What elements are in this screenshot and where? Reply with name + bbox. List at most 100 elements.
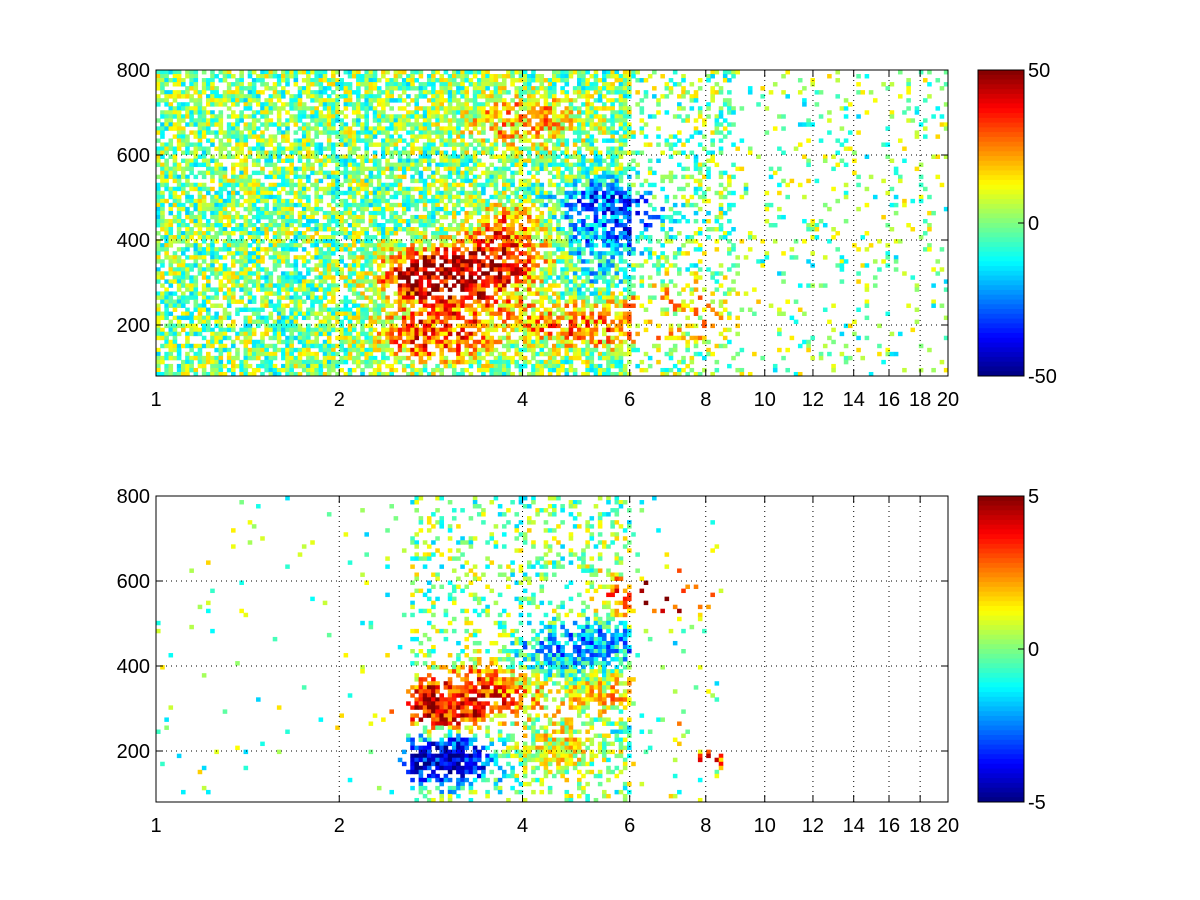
- heat-cell: [318, 166, 324, 172]
- heat-cell: [351, 279, 357, 284]
- heat-cell: [176, 182, 182, 188]
- heat-cell: [526, 267, 532, 272]
- heat-cell: [156, 146, 161, 151]
- heat-cell: [322, 267, 328, 272]
- heat-cell: [210, 102, 215, 107]
- heat-cell: [443, 359, 449, 365]
- heat-cell: [501, 283, 507, 288]
- heat-cell: [410, 162, 415, 168]
- heat-cell: [506, 227, 511, 232]
- heat-cell: [522, 319, 528, 325]
- heat-cell: [185, 223, 190, 228]
- heat-cell: [306, 162, 311, 168]
- heat-cell: [501, 154, 507, 159]
- heat-cell: [214, 90, 219, 95]
- heat-cell: [285, 235, 290, 240]
- heat-cell: [260, 166, 265, 172]
- heat-cell: [189, 231, 194, 236]
- heat-cell: [518, 295, 524, 300]
- heat-cell: [197, 154, 203, 159]
- heat-cell: [356, 174, 361, 180]
- heat-cell: [243, 94, 249, 99]
- heat-cell: [435, 94, 440, 99]
- heat-cell: [297, 323, 303, 329]
- heat-cell: [310, 255, 315, 260]
- heat-cell: [435, 307, 440, 312]
- heat-cell: [456, 134, 461, 139]
- heat-cell: [531, 319, 536, 325]
- heat-cell: [235, 210, 240, 216]
- heat-cell: [322, 158, 328, 164]
- heat-cell: [518, 363, 524, 369]
- heat-cell: [206, 206, 211, 212]
- heat-cell: [372, 347, 378, 353]
- heat-cell: [414, 327, 420, 333]
- heat-cell: [501, 218, 507, 224]
- heat-cell: [518, 122, 524, 127]
- heat-cell: [314, 263, 319, 268]
- heat-cell: [197, 343, 203, 349]
- heat-cell: [306, 307, 311, 312]
- heat-cell: [518, 86, 524, 91]
- heat-cell: [276, 283, 282, 288]
- heat-cell: [501, 371, 507, 377]
- heat-cell: [418, 90, 424, 95]
- heat-cell: [389, 206, 394, 212]
- heat-cell: [168, 106, 174, 111]
- heat-cell: [210, 142, 215, 147]
- heat-cell: [160, 202, 165, 208]
- heat-cell: [218, 255, 224, 260]
- heat-cell: [472, 251, 478, 256]
- heat-cell: [268, 190, 274, 196]
- heat-cell: [239, 259, 244, 264]
- heat-cell: [410, 327, 415, 333]
- heat-cell: [326, 102, 332, 107]
- heat-cell: [189, 319, 194, 325]
- heat-cell: [301, 367, 307, 373]
- heat-cell: [456, 118, 461, 123]
- heat-cell: [172, 275, 178, 280]
- heat-cell: [368, 279, 374, 284]
- heat-cell: [197, 227, 203, 232]
- heat-cell: [460, 162, 465, 168]
- heat-cell: [347, 235, 353, 240]
- heat-cell: [389, 275, 394, 280]
- heat-cell: [256, 178, 261, 184]
- heat-cell: [514, 231, 520, 236]
- heat-cell: [464, 231, 470, 236]
- heat-cell: [314, 359, 319, 365]
- heat-cell: [360, 371, 365, 377]
- heat-cell: [451, 247, 457, 252]
- heat-cell: [235, 311, 240, 317]
- heat-cell: [351, 106, 357, 111]
- heat-cell: [510, 162, 515, 168]
- heat-cell: [189, 86, 194, 91]
- heat-cell: [414, 218, 420, 224]
- heat-cell: [372, 82, 378, 87]
- heat-cell: [343, 82, 349, 87]
- heat-cell: [306, 287, 311, 292]
- heat-cell: [368, 331, 374, 337]
- heat-cell: [451, 162, 457, 168]
- heat-cell: [522, 138, 528, 143]
- heat-cell: [285, 102, 290, 107]
- heat-cell: [506, 182, 511, 188]
- heat-cell: [476, 218, 482, 224]
- heat-cell: [176, 210, 182, 216]
- heat-cell: [485, 170, 490, 176]
- heat-cell: [485, 359, 490, 365]
- heat-cell: [314, 210, 319, 216]
- heat-cell: [243, 303, 249, 308]
- heat-cell: [193, 331, 199, 337]
- heat-cell: [293, 182, 299, 188]
- heat-cell: [531, 327, 536, 333]
- heat-cell: [310, 138, 315, 143]
- heat-cell: [331, 283, 336, 288]
- heat-cell: [268, 122, 274, 127]
- heat-cell: [356, 295, 361, 300]
- heat-cell: [397, 335, 403, 341]
- heat-cell: [235, 279, 240, 284]
- heat-cell: [314, 82, 319, 87]
- heat-cell: [156, 158, 161, 164]
- heat-cell: [239, 327, 244, 333]
